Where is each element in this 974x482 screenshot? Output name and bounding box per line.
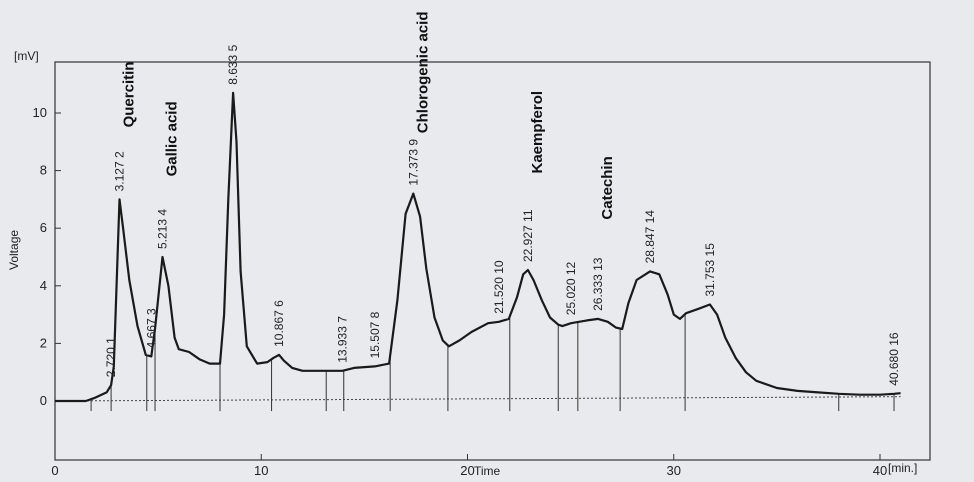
peak-label: 31.753 15 — [703, 243, 717, 297]
peak-label: 40.680 16 — [887, 332, 901, 386]
compound-label: Quercitin — [121, 62, 138, 128]
y-axis-title: Voltage — [7, 230, 21, 270]
x-tick-label: 40 — [873, 463, 887, 478]
x-unit-label: [min.] — [888, 461, 917, 475]
peak-label: 15.507 8 — [368, 311, 382, 358]
y-tick-label: 10 — [33, 105, 47, 120]
peak-label: 28.847 14 — [643, 210, 657, 264]
peak-label: 4.667 3 — [144, 308, 158, 348]
x-axis-title: Time — [474, 464, 501, 478]
peak-label: 3.127 2 — [113, 151, 127, 191]
y-unit-label: [mV] — [14, 49, 39, 63]
x-tick-label: 20 — [460, 463, 474, 478]
peak-label: 8.633 5 — [226, 44, 240, 84]
compound-label: Chlorogenic acid — [414, 12, 431, 134]
peak-label: 13.933 7 — [335, 316, 349, 363]
y-tick-label: 8 — [40, 163, 47, 178]
trace-layer — [55, 91, 901, 403]
baseline-layer — [54, 396, 901, 402]
compound-label: Kaempferol — [529, 91, 546, 174]
integration-markers-layer — [90, 314, 895, 412]
x-tick-label: 10 — [254, 463, 268, 478]
peak-label: 2.720 1 — [104, 337, 118, 377]
y-tick-label: 4 — [40, 278, 47, 293]
compound-label: Gallic acid — [164, 101, 181, 176]
compound-label: Catechin — [599, 156, 616, 219]
plot-frame-layer — [54, 61, 931, 461]
peak-label: 26.333 13 — [591, 257, 605, 311]
y-tick-label: 0 — [40, 393, 47, 408]
peak-label: 17.373 9 — [406, 139, 420, 186]
chromatogram-trace — [55, 91, 901, 403]
peak-label: 21.520 10 — [492, 260, 506, 314]
axis-ticks-layer: 0 10 20 30 40 0 2 4 6 8 10 — [33, 105, 888, 478]
baseline-dotted — [54, 396, 901, 402]
y-tick-label: 6 — [40, 220, 47, 235]
plot-frame — [54, 61, 931, 461]
peak-label: 22.927 11 — [521, 209, 535, 262]
x-tick-label: 0 — [51, 463, 58, 478]
peak-label: 10.867 6 — [272, 300, 286, 347]
peak-label: 25.020 12 — [564, 261, 578, 315]
x-tick-label: 30 — [667, 463, 681, 478]
peak-label: 5.213 4 — [156, 209, 170, 249]
peak-labels-layer: 2.720 1 3.127 2 4.667 3 5.213 4 8.633 5 10.86… — [104, 12, 901, 386]
y-tick-label: 2 — [40, 335, 47, 350]
